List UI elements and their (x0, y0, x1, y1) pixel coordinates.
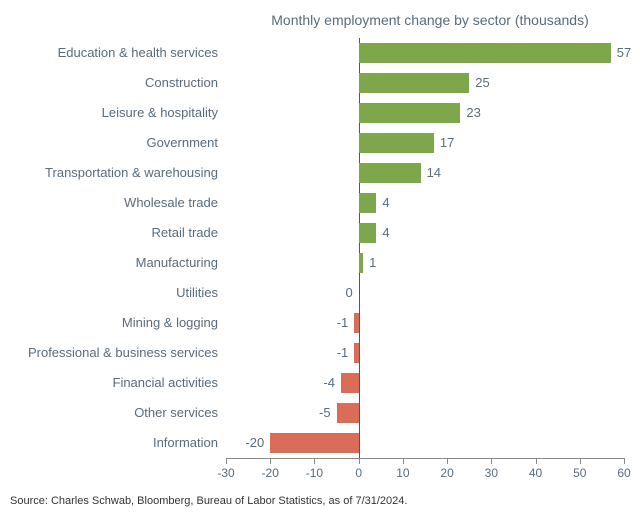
value-label: -20 (245, 428, 264, 458)
bar (359, 193, 377, 213)
x-axis-line (226, 458, 624, 459)
x-tick-label: 10 (396, 466, 409, 480)
category-label: Professional & business services (0, 338, 218, 368)
bar-row: Other services -5 (0, 398, 630, 428)
value-label: -1 (337, 308, 349, 338)
bar (359, 223, 377, 243)
value-label: -1 (337, 338, 349, 368)
bar-row: Information -20 (0, 428, 630, 458)
category-label: Wholesale trade (0, 188, 218, 218)
source-text: Source: Charles Schwab, Bloomberg, Burea… (10, 495, 407, 507)
bar-row: Leisure & hospitality 23 (0, 98, 630, 128)
bar-row: Wholesale trade 4 (0, 188, 630, 218)
bar (341, 373, 359, 393)
bar (270, 433, 358, 453)
category-label: Government (0, 128, 218, 158)
category-label: Other services (0, 398, 218, 428)
x-tick (403, 458, 404, 464)
category-label: Leisure & hospitality (0, 98, 218, 128)
category-label: Construction (0, 68, 218, 98)
bar-row: Transportation & warehousing 14 (0, 158, 630, 188)
bar-row: Mining & logging -1 (0, 308, 630, 338)
value-label: 14 (427, 158, 441, 188)
x-tick (491, 458, 492, 464)
value-label: -4 (323, 368, 335, 398)
x-tick (314, 458, 315, 464)
x-tick (270, 458, 271, 464)
value-label: 1 (369, 248, 376, 278)
bar-row: Manufacturing 1 (0, 248, 630, 278)
x-tick-label: 60 (617, 466, 630, 480)
bar-row: Retail trade 4 (0, 218, 630, 248)
x-tick (536, 458, 537, 464)
x-tick-label: 40 (529, 466, 542, 480)
category-label: Utilities (0, 278, 218, 308)
value-label: 17 (440, 128, 454, 158)
x-tick-label: 20 (440, 466, 453, 480)
x-tick (624, 458, 625, 464)
category-label: Retail trade (0, 218, 218, 248)
category-label: Transportation & warehousing (0, 158, 218, 188)
category-label: Financial activities (0, 368, 218, 398)
bar (359, 133, 434, 153)
bar-row: Education & health services 57 (0, 38, 630, 68)
x-tick (580, 458, 581, 464)
value-label: 4 (382, 188, 389, 218)
value-label: 23 (466, 98, 480, 128)
value-label: 57 (617, 38, 631, 68)
chart-title: Monthly employment change by sector (tho… (230, 12, 630, 28)
bar (354, 343, 358, 363)
bar-row: Financial activities -4 (0, 368, 630, 398)
x-tick-label: -10 (306, 466, 323, 480)
x-tick-label: 30 (485, 466, 498, 480)
bar (359, 103, 461, 123)
value-label: 0 (345, 278, 352, 308)
category-label: Mining & logging (0, 308, 218, 338)
x-tick (447, 458, 448, 464)
x-tick-label: -20 (262, 466, 279, 480)
x-tick (226, 458, 227, 464)
chart-plot-area: Education & health services57Constructio… (0, 36, 630, 456)
bar (354, 313, 358, 333)
category-label: Manufacturing (0, 248, 218, 278)
bar (337, 403, 359, 423)
bar-row: Professional & business services -1 (0, 338, 630, 368)
chart-container: Monthly employment change by sector (tho… (0, 0, 640, 517)
bar-row: Government 17 (0, 128, 630, 158)
bar (359, 163, 421, 183)
bar (359, 253, 363, 273)
bar-row: Utilities 0 (0, 278, 630, 308)
category-label: Information (0, 428, 218, 458)
bar (359, 73, 470, 93)
x-tick-label: -30 (217, 466, 234, 480)
value-label: -5 (319, 398, 331, 428)
x-tick-label: 50 (573, 466, 586, 480)
bar-row: Construction 25 (0, 68, 630, 98)
value-label: 4 (382, 218, 389, 248)
x-tick-label: 0 (355, 466, 362, 480)
x-tick (359, 458, 360, 464)
value-label: 25 (475, 68, 489, 98)
category-label: Education & health services (0, 38, 218, 68)
bar (359, 43, 611, 63)
